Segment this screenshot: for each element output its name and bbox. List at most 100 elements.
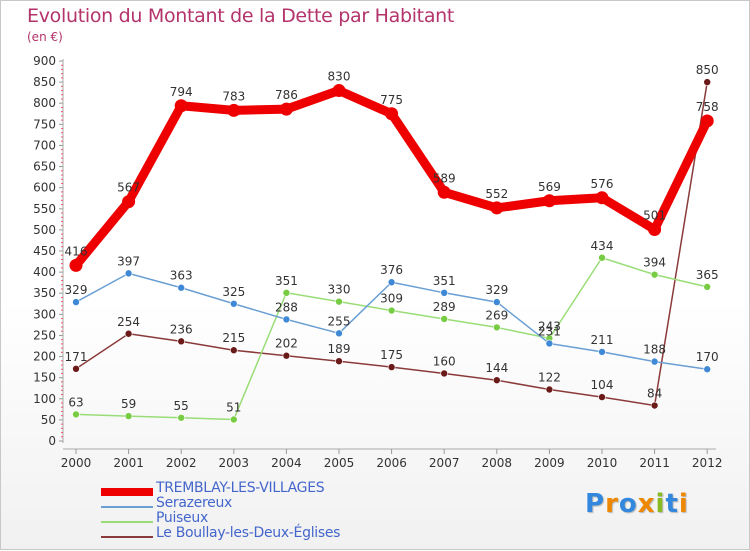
data-label: 55 — [174, 399, 189, 413]
data-label: 211 — [591, 333, 614, 347]
y-tick-label: 300 — [33, 307, 56, 321]
series-2-point — [387, 306, 396, 315]
data-label: 175 — [380, 348, 403, 362]
y-tick-label: 500 — [33, 223, 56, 237]
series-3-point — [335, 357, 343, 366]
series-0-point — [542, 194, 556, 208]
data-label: 501 — [643, 208, 666, 222]
y-tick-label: 550 — [33, 202, 56, 216]
chart-title: Evolution du Montant de la Dette par Hab… — [27, 5, 455, 27]
series-1-point — [387, 278, 396, 287]
series-0-point — [279, 102, 293, 116]
data-label: 786 — [275, 88, 298, 102]
series-3-point — [282, 351, 291, 360]
series-3-point — [703, 78, 712, 86]
series-3-point — [387, 363, 396, 371]
series-1-point — [335, 329, 343, 338]
y-tick-label: 700 — [33, 138, 56, 152]
data-label: 243 — [538, 319, 561, 333]
y-tick-label: 400 — [33, 265, 56, 279]
data-label: 59 — [121, 397, 136, 411]
x-tick-label: 2011 — [639, 456, 670, 470]
data-label: 783 — [222, 89, 245, 103]
logo-letter: x — [637, 489, 656, 519]
legend-label: Puiseux — [156, 510, 208, 526]
series-2-point — [72, 410, 80, 419]
series-0-point — [437, 185, 451, 199]
data-label: 104 — [591, 378, 614, 392]
series-2-point — [124, 412, 133, 420]
data-label: 363 — [170, 269, 193, 283]
series-0-point — [490, 201, 504, 215]
data-label: 188 — [643, 343, 666, 357]
series-1-point — [282, 315, 291, 324]
data-label: 309 — [380, 292, 403, 306]
legend-swatch — [101, 506, 153, 508]
series-0-point — [227, 103, 241, 117]
y-tick-label: 850 — [33, 75, 56, 89]
x-tick-label: 2012 — [692, 456, 723, 470]
chart-subtitle: (en €) — [27, 30, 63, 44]
legend-label: Le Boullay-les-Deux-Églises — [156, 525, 341, 541]
data-label: 288 — [275, 300, 298, 314]
series-2-point — [492, 323, 501, 332]
data-label: 231 — [538, 324, 561, 338]
series-2-point — [282, 288, 291, 297]
series-2-point — [650, 270, 659, 279]
x-tick-label: 2009 — [534, 456, 565, 470]
y-tick-label: 150 — [33, 371, 56, 385]
x-tick-label: 2001 — [113, 456, 144, 470]
data-label: 394 — [643, 256, 666, 270]
data-label: 269 — [485, 308, 508, 322]
data-label: 215 — [222, 331, 245, 345]
x-tick-label: 2004 — [271, 456, 302, 470]
series-0-point — [332, 84, 346, 98]
series-0-point — [385, 107, 399, 121]
data-label: 289 — [433, 300, 456, 314]
data-label: 84 — [647, 387, 662, 401]
y-tick-label: 200 — [33, 350, 56, 364]
data-label: 552 — [485, 187, 508, 201]
y-tick-label: 750 — [33, 117, 56, 131]
data-label: 325 — [222, 285, 245, 299]
data-label: 171 — [65, 350, 88, 364]
logo-letter: P — [585, 489, 606, 519]
series-0-point — [595, 191, 609, 205]
data-label: 830 — [328, 70, 351, 84]
x-tick-label: 2002 — [166, 456, 197, 470]
series-1-point — [703, 365, 712, 374]
data-label: 202 — [275, 337, 298, 351]
x-tick-label: 2000 — [61, 456, 92, 470]
series-0-point — [122, 195, 136, 209]
data-label: 397 — [117, 254, 140, 268]
series-2-point — [177, 413, 185, 422]
x-tick-label: 2005 — [324, 456, 355, 470]
legend-label: Serazereux — [156, 495, 233, 511]
data-label: 576 — [591, 177, 614, 191]
series-3-point — [545, 385, 554, 394]
data-label: 144 — [485, 361, 508, 375]
series-3-point — [440, 369, 449, 378]
y-tick-label: 0 — [48, 434, 56, 448]
series-1-point — [492, 298, 501, 306]
series-2-point — [440, 315, 449, 323]
series-2-point — [230, 415, 238, 424]
series-1-point — [440, 288, 449, 297]
data-label: 329 — [485, 283, 508, 297]
data-label: 794 — [170, 85, 193, 99]
y-tick-label: 100 — [33, 392, 56, 406]
legend-swatch — [101, 536, 153, 538]
logo-letter: i — [655, 489, 666, 519]
data-label: 376 — [380, 263, 403, 277]
data-label: 51 — [226, 400, 241, 414]
data-label: 365 — [696, 268, 719, 282]
series-3-point — [650, 401, 659, 410]
series-0-point — [69, 258, 83, 272]
series-1-point — [124, 269, 133, 278]
series-1-point — [545, 339, 554, 348]
data-label: 589 — [433, 171, 456, 185]
data-label: 351 — [275, 274, 298, 288]
series-1-point — [650, 357, 659, 366]
data-label: 351 — [433, 274, 456, 288]
